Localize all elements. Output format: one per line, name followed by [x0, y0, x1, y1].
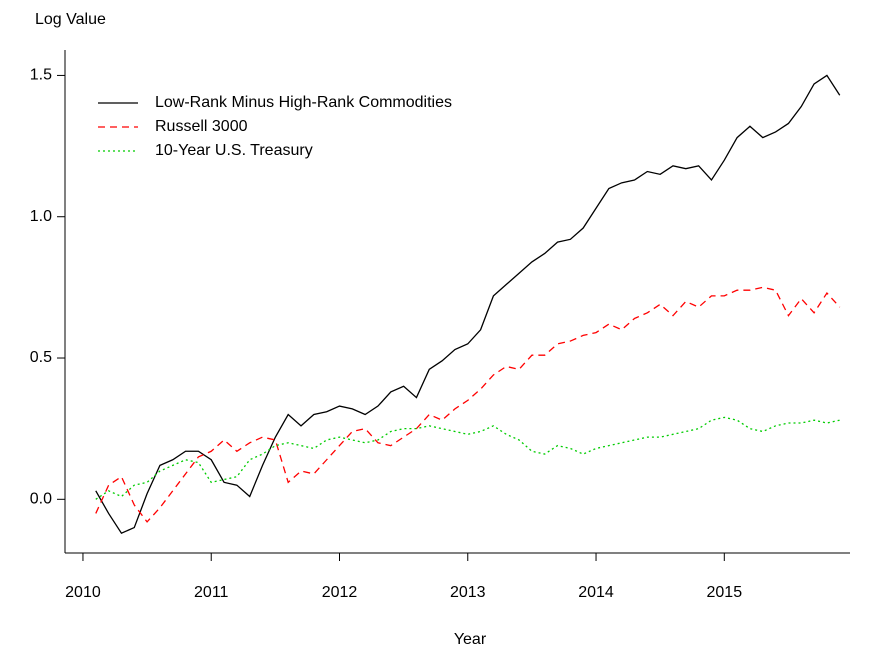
x-tick-label: 2015	[707, 584, 743, 601]
x-tick-label: 2014	[578, 584, 614, 601]
series-line	[95, 286, 841, 523]
legend-label: 10-Year U.S. Treasury	[155, 142, 313, 159]
x-tick-label: 2012	[322, 584, 358, 601]
x-axis-label: Year	[454, 631, 487, 648]
series-line	[95, 74, 841, 535]
x-tick-label: 2010	[65, 584, 101, 601]
series-line	[95, 416, 840, 500]
x-tick-label: 2013	[450, 584, 486, 601]
x-tick-label: 2011	[194, 584, 229, 601]
legend-label: Low-Rank Minus High-Rank Commodities	[155, 94, 452, 111]
y-tick-label: 1.0	[30, 208, 52, 225]
legend-label: Russell 3000	[155, 118, 248, 135]
y-tick-label: 0.0	[30, 491, 52, 508]
y-tick-label: 0.5	[30, 349, 52, 366]
y-tick-label: 1.5	[30, 67, 52, 84]
y-axis-label: Log Value	[35, 11, 106, 28]
